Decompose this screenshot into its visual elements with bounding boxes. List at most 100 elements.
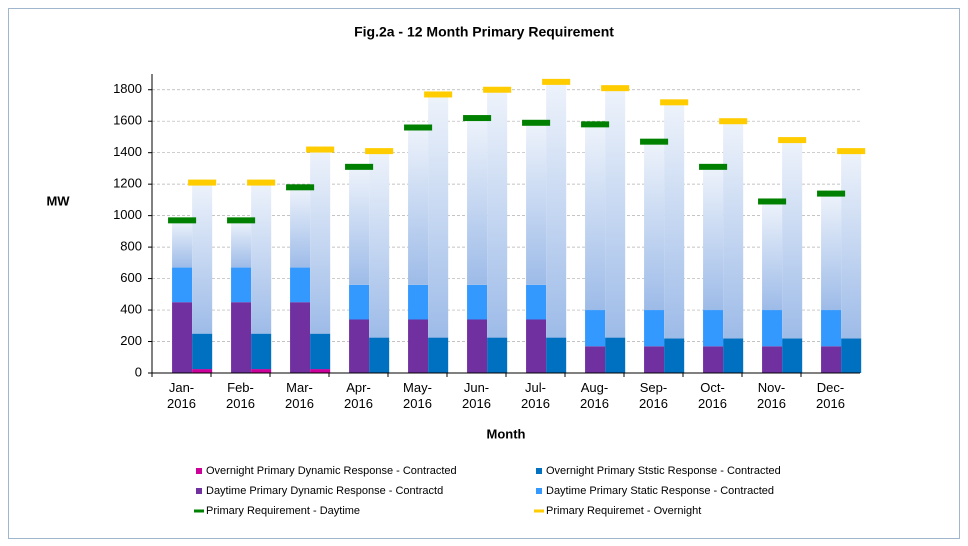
legend-swatch xyxy=(194,509,204,513)
x-tick-label: Aug-2016 xyxy=(580,380,609,411)
x-tick-label: Oct-2016 xyxy=(698,380,727,411)
requirement-remainder xyxy=(762,201,783,311)
bar-segment xyxy=(172,302,193,373)
requirement-marker xyxy=(188,179,217,186)
requirement-remainder xyxy=(428,94,449,338)
requirement-marker xyxy=(168,217,197,224)
bar-segment xyxy=(526,319,547,373)
bar-segment xyxy=(546,337,567,373)
requirement-remainder xyxy=(782,140,803,339)
requirement-remainder xyxy=(841,151,862,339)
bar-segment xyxy=(841,338,862,373)
bar-segment xyxy=(251,333,272,370)
requirement-marker xyxy=(660,99,689,106)
bar-segment xyxy=(782,338,803,373)
requirement-marker xyxy=(404,124,433,131)
bar-segment xyxy=(605,337,626,373)
requirement-remainder xyxy=(251,182,272,334)
requirement-remainder xyxy=(644,141,665,311)
requirement-remainder xyxy=(349,166,370,285)
bar-segment xyxy=(644,310,665,347)
requirement-remainder xyxy=(723,121,744,339)
y-tick-label: 800 xyxy=(120,239,142,254)
requirement-remainder xyxy=(172,220,193,268)
requirement-marker xyxy=(424,91,453,98)
legend-label: Primary Requirement - Daytime xyxy=(206,505,360,517)
requirement-remainder xyxy=(369,151,390,338)
legend-label: Daytime Primary Static Response - Contra… xyxy=(546,485,774,497)
legend-swatch xyxy=(536,488,542,494)
bar-segment xyxy=(192,333,213,370)
requirement-marker xyxy=(227,217,256,224)
y-tick-label: 200 xyxy=(120,333,142,348)
bar-segment xyxy=(821,346,842,373)
bar-segment xyxy=(644,346,665,373)
y-tick-label: 0 xyxy=(135,364,142,379)
legend-swatch xyxy=(534,509,544,513)
bar-segment xyxy=(408,319,429,373)
x-tick-label: Dec-2016 xyxy=(816,380,845,411)
y-tick-label: 1000 xyxy=(113,207,142,222)
requirement-marker xyxy=(778,137,807,144)
requirement-remainder xyxy=(585,124,606,311)
bar-segment xyxy=(290,302,311,373)
bar-segment xyxy=(310,333,331,370)
x-tick-label: Feb-2016 xyxy=(226,380,255,411)
x-axis-label: Month xyxy=(487,426,526,441)
bar-segment xyxy=(585,346,606,373)
y-axis-label: MW xyxy=(46,193,70,208)
x-tick-label: Sep-2016 xyxy=(639,380,668,411)
y-tick-label: 400 xyxy=(120,301,142,316)
requirement-marker xyxy=(640,138,669,145)
bar-segment xyxy=(703,346,724,373)
requirement-marker xyxy=(286,184,315,191)
requirement-marker xyxy=(483,86,512,93)
x-tick-label: Mar-2016 xyxy=(285,380,314,411)
bar-segment xyxy=(762,310,783,347)
x-tick-label: May-2016 xyxy=(403,380,432,411)
bar-segment xyxy=(310,369,331,373)
bar-segment xyxy=(349,284,370,320)
requirement-marker xyxy=(345,163,374,170)
bar-segment xyxy=(192,369,213,373)
bar-segment xyxy=(526,284,547,320)
requirement-marker xyxy=(365,148,394,155)
requirement-remainder xyxy=(526,122,547,285)
bar-segment xyxy=(467,284,488,320)
bar-segment xyxy=(821,310,842,347)
requirement-marker xyxy=(601,85,630,92)
requirement-marker xyxy=(719,118,748,125)
legend-label: Primary Requiremet - Overnight xyxy=(546,505,701,517)
requirement-marker xyxy=(581,121,610,128)
y-tick-label: 1600 xyxy=(113,113,142,128)
requirement-remainder xyxy=(664,102,685,339)
requirement-marker xyxy=(699,163,728,170)
bar-segment xyxy=(585,310,606,347)
requirement-remainder xyxy=(231,220,252,268)
x-tick-label: Nov-2016 xyxy=(757,380,786,411)
x-tick-label: Jul-2016 xyxy=(521,380,550,411)
requirement-marker xyxy=(306,146,335,153)
requirement-marker xyxy=(837,148,866,155)
requirement-remainder xyxy=(546,81,567,338)
bar-segment xyxy=(231,302,252,373)
bar-segment xyxy=(467,319,488,373)
requirement-remainder xyxy=(467,118,488,285)
requirement-marker xyxy=(817,190,846,197)
legend-label: Overnight Primary Dynamic Response - Con… xyxy=(206,465,457,477)
y-tick-label: 600 xyxy=(120,270,142,285)
requirement-marker xyxy=(522,119,551,126)
chart-title: Fig.2a - 12 Month Primary Requirement xyxy=(354,24,614,40)
x-tick-label: Apr-2016 xyxy=(344,380,373,411)
bar-segment xyxy=(487,337,508,373)
legend-label: Overnight Primary Ststic Response - Cont… xyxy=(546,465,781,477)
bar-segment xyxy=(762,346,783,373)
requirement-marker xyxy=(542,78,571,85)
bar-segment xyxy=(408,284,429,320)
x-tick-label: Jan-2016 xyxy=(167,380,196,411)
bar-segment xyxy=(664,338,685,373)
requirement-remainder xyxy=(821,193,842,311)
requirement-remainder xyxy=(310,149,331,334)
legend-swatch xyxy=(196,468,202,474)
requirement-remainder xyxy=(290,187,311,268)
